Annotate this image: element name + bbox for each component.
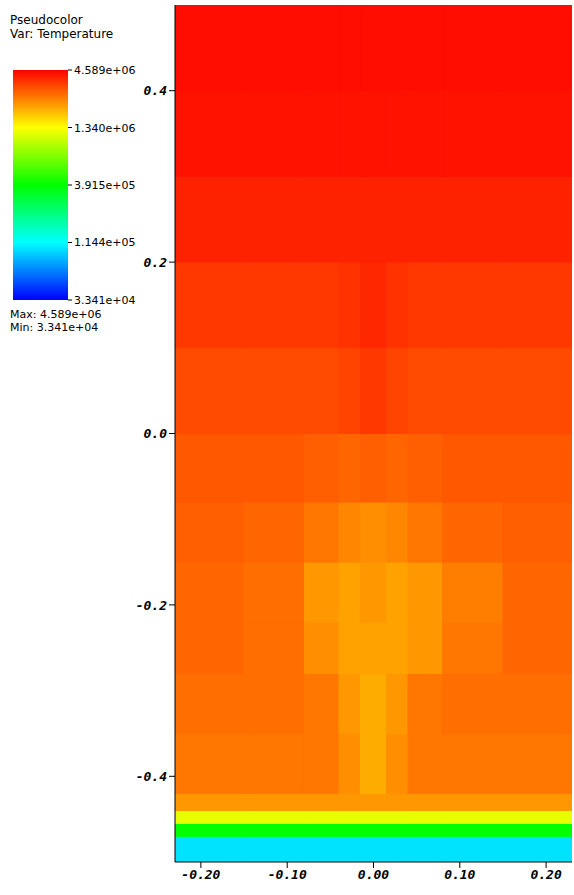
svg-text:0.10: 0.10: [444, 867, 475, 882]
svg-text:0.2: 0.2: [144, 255, 168, 270]
svg-text:3.341e+04: 3.341e+04: [74, 294, 135, 307]
svg-text:-0.20: -0.20: [181, 867, 220, 882]
svg-text:-0.4: -0.4: [136, 769, 167, 784]
svg-text:0.20: 0.20: [530, 867, 561, 882]
svg-text:1.340e+06: 1.340e+06: [74, 122, 135, 135]
svg-text:1.144e+05: 1.144e+05: [74, 236, 135, 249]
svg-text:-0.2: -0.2: [136, 598, 167, 613]
svg-text:Max: 4.589e+06: Max: 4.589e+06: [10, 308, 101, 321]
svg-text:0.4: 0.4: [144, 83, 168, 98]
svg-text:0.00: 0.00: [358, 867, 389, 882]
svg-text:Min: 3.341e+04: Min: 3.341e+04: [10, 321, 98, 334]
svg-text:4.589e+06: 4.589e+06: [74, 64, 135, 77]
svg-text:Pseudocolor: Pseudocolor: [10, 13, 83, 27]
svg-text:Var: Temperature: Var: Temperature: [10, 27, 113, 41]
svg-text:0.0: 0.0: [144, 426, 168, 441]
svg-text:3.915e+05: 3.915e+05: [74, 179, 135, 192]
svg-text:-0.10: -0.10: [268, 867, 307, 882]
